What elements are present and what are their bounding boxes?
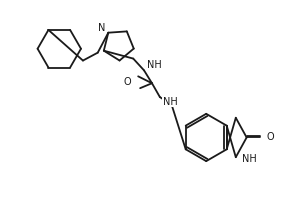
Text: NH: NH — [163, 97, 178, 107]
Text: O: O — [124, 77, 131, 87]
Text: NH: NH — [242, 154, 256, 164]
Text: NH: NH — [147, 60, 162, 70]
Text: N: N — [98, 23, 105, 33]
Text: O: O — [266, 132, 274, 142]
